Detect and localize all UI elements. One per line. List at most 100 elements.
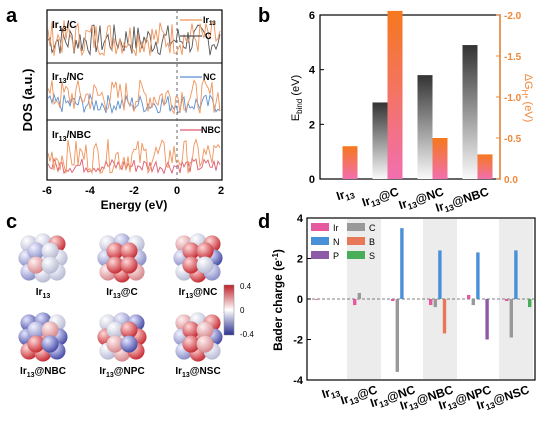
legend-label-nbc: NBC [201,125,221,135]
dos-curves [47,19,221,175]
ytick-label-right: 0.0 [504,175,518,186]
dgh-bar [387,10,403,180]
legend-label-nc: NC [203,72,216,82]
cluster-model [18,233,68,283]
bader-bar-c [433,299,437,308]
colorbar-tick-zero: 0 [240,306,245,315]
colorbar-tick-max: 0.4 [240,282,252,291]
subpanel-title-ir13-c: Ir13/C [52,20,76,33]
cluster-label: Ir13@NC [179,287,218,300]
panel-b-bars [342,10,493,180]
panel-b-yticks-right: 0.0 -0.5 -1.0 -1.5 -2.0 [496,11,522,186]
panel-b-ylabel-left: Ebind (eV) [290,75,304,121]
atom-sphere [41,256,59,274]
legend-label: N [333,237,340,247]
atom-sphere [120,256,138,274]
panel-b-ylabel-right: ΔGH* (eV) [520,74,534,123]
xtick-label: Ir13@C [339,382,380,409]
legend-label-c: C [205,31,212,41]
ebind-bar [417,75,433,179]
ytick-label-right: -1.5 [504,52,522,63]
ytick-label: 0 [297,294,303,306]
cluster-label: Ir13@C [106,287,137,300]
bader-bar-c [509,299,513,338]
ytick-label: 2 [309,119,315,131]
ytick-label: 2 [297,254,303,266]
cluster-model [173,312,223,362]
atom-sphere [41,335,59,353]
cluster-label: Ir13@NPC [99,366,144,379]
legend-swatch [311,237,329,245]
cluster-model [173,233,223,283]
panel-b-yticks-left: 0 2 4 6 [309,10,324,186]
bader-bar-c [357,292,361,299]
bader-bar-ir [315,299,319,300]
panel-c-letter: c [6,211,17,233]
xtick-label: Ir13 [320,382,342,403]
bader-bar-ir [391,299,395,302]
ytick-label: 6 [309,10,315,22]
dgh-bar [432,138,448,179]
atom-sphere [196,335,214,353]
atom-sphere [120,335,138,353]
panel-d-ylabel: Bader charge (e-1) [271,249,285,351]
dos-curve [47,138,221,175]
bader-bar-n [476,252,480,299]
xtick-label: Ir13 [335,184,357,205]
ytick-label: 0 [309,174,315,186]
cluster-label: Ir13@NSC [175,366,220,379]
panel-a-letter: a [6,5,18,27]
legend-label: P [333,251,339,261]
cluster-label: Ir13@NBC [20,366,66,379]
dos-curve [47,78,221,115]
bader-bar-b [442,299,447,334]
colorbar-tick-min: -0.4 [240,330,254,339]
bader-bar-n [438,250,442,299]
bader-bar-ir [353,299,357,306]
panel-d-yticks: 4 2 0 -2 -4 [293,213,311,387]
panel-a-xticks: -6 -4 -2 0 2 [42,185,224,197]
legend-label: S [369,251,375,261]
legend-label: Ir [333,223,339,233]
bader-bar-c [395,299,399,372]
dos-curve [47,157,221,175]
dos-curve [47,19,221,57]
cluster-model [97,312,147,362]
xtick-label: -2 [129,185,139,197]
xtick-label: -6 [42,185,52,197]
xtick-label: Ir13@C [360,184,401,211]
ytick-label: 4 [309,65,316,77]
ebind-bar [372,102,388,179]
dgh-bar [342,146,358,179]
panel-a-frame [46,9,223,181]
xtick-label: -4 [85,185,96,197]
bader-bar-ir [467,294,471,299]
legend-label-ir13: Ir13 [203,15,216,27]
panel-a-ylabel: DOS (a.u.) [20,69,35,132]
ytick-label-right: -1.0 [504,93,522,104]
ytick-label-right: -2.0 [504,11,522,22]
dos-curve [47,24,221,57]
bader-bar-ir [429,299,433,306]
subpanel-title-ir13-nbc: Ir13/NBC [52,130,91,143]
bader-bar-n [400,228,404,299]
cluster-models: Ir13 Ir13@C Ir13@NC Ir13@NBC Ir13@NPC Ir13@NS… [18,233,223,379]
bader-bar-c [471,299,475,306]
panel-d-letter: d [258,211,270,233]
panel-d-xticks: Ir13Ir13@CIr13@NCIr13@NBCIr13@NPCIr13@NS… [320,382,531,412]
cluster-model [97,233,147,283]
bader-bar-s [528,299,532,308]
legend-label: B [369,237,375,247]
xtick-label: 0 [174,185,180,197]
dgh-bar [477,154,493,179]
legend-label: C [369,223,376,233]
ytick-label: 4 [297,213,304,225]
colorbar [223,284,235,336]
legend-swatch [347,223,365,231]
panel-d-legend: Ir C N B P S [311,223,376,261]
atom-sphere [196,256,214,274]
panel-d-bars [315,228,532,372]
legend-swatch [347,251,365,259]
